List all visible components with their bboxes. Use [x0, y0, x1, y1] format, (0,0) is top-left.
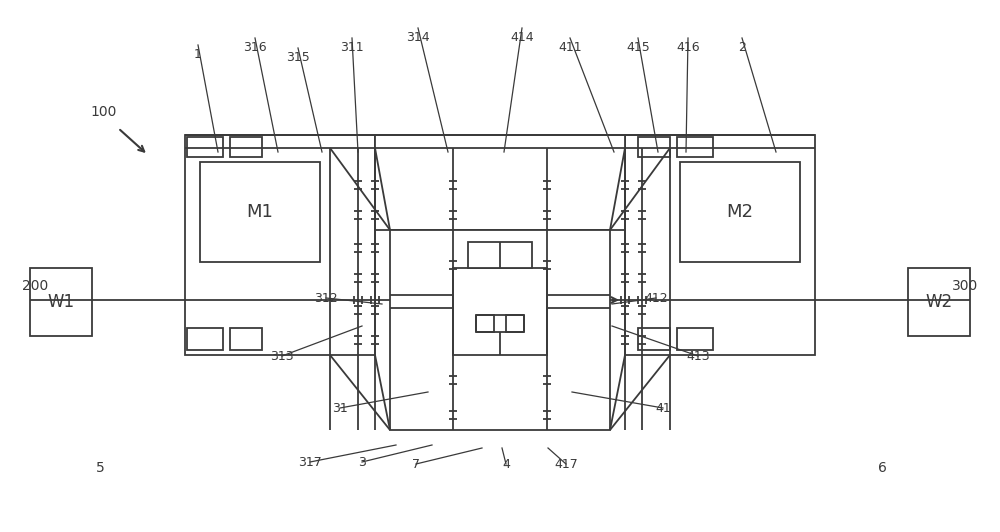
Text: W1: W1	[47, 293, 75, 311]
Text: 414: 414	[510, 31, 534, 44]
Text: 411: 411	[558, 41, 582, 54]
Text: 311: 311	[340, 41, 364, 54]
Bar	[230, 137, 262, 157]
Bar	[638, 137, 670, 157]
Text: 2: 2	[738, 41, 746, 54]
Text: 415: 415	[626, 41, 650, 54]
Bar	[638, 328, 670, 350]
Text: 1: 1	[194, 48, 202, 61]
Text: 412: 412	[644, 292, 668, 304]
Bar	[390, 230, 610, 430]
Text: W2: W2	[925, 293, 953, 311]
Bar	[185, 135, 375, 355]
Bar	[200, 162, 320, 262]
Bar	[908, 268, 970, 336]
Text: 3: 3	[358, 455, 366, 469]
Bar	[468, 242, 532, 268]
Text: 314: 314	[406, 31, 430, 44]
Bar	[677, 137, 713, 157]
Bar	[453, 268, 547, 355]
Bar	[476, 315, 494, 332]
Bar	[625, 135, 815, 355]
Bar	[375, 135, 625, 230]
Text: 7: 7	[412, 458, 420, 470]
Text: 312: 312	[314, 292, 338, 304]
Text: 417: 417	[554, 458, 578, 470]
Bar	[230, 328, 262, 350]
Text: 313: 313	[270, 350, 294, 362]
Text: 31: 31	[332, 402, 348, 414]
Bar	[187, 137, 223, 157]
Text: 4: 4	[502, 458, 510, 470]
Text: 41: 41	[655, 402, 671, 414]
Text: 317: 317	[298, 455, 322, 469]
Text: 200: 200	[22, 279, 48, 293]
Text: 316: 316	[243, 41, 267, 54]
Text: 315: 315	[286, 51, 310, 64]
Bar	[187, 328, 223, 350]
Text: M2: M2	[726, 203, 754, 221]
Text: 300: 300	[952, 279, 978, 293]
Bar	[30, 268, 92, 336]
Bar	[680, 162, 800, 262]
Text: M1: M1	[247, 203, 273, 221]
Text: 5: 5	[96, 461, 104, 475]
Text: 100: 100	[90, 105, 116, 119]
Text: 416: 416	[676, 41, 700, 54]
Text: 413: 413	[686, 350, 710, 362]
Text: 6: 6	[878, 461, 886, 475]
Bar	[506, 315, 524, 332]
Bar	[677, 328, 713, 350]
